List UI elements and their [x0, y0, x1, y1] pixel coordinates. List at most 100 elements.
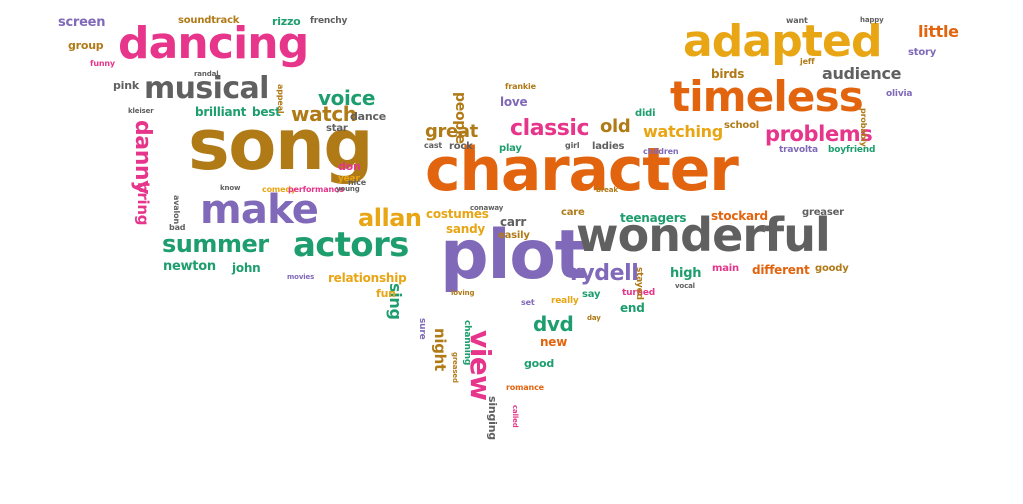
word: girl	[565, 141, 580, 150]
word: dance	[350, 110, 387, 123]
word: group	[68, 39, 104, 52]
word: avalon	[172, 195, 181, 224]
word: happy	[860, 16, 884, 24]
word: year	[338, 174, 360, 184]
word: adapted	[683, 16, 882, 67]
word: main	[712, 263, 739, 274]
word: allan	[358, 204, 422, 232]
word: new	[540, 335, 568, 349]
word: good	[524, 357, 554, 370]
word: loving	[451, 289, 475, 297]
word: carr	[500, 215, 527, 229]
word: teenagers	[620, 211, 687, 225]
word: voice	[318, 86, 376, 110]
word: turned	[622, 288, 656, 298]
word: travolta	[779, 145, 818, 155]
word: old	[600, 116, 631, 137]
word: make	[200, 187, 319, 233]
word: greased	[451, 352, 459, 383]
word: funny	[90, 59, 115, 68]
word: comedy	[262, 185, 296, 194]
word: nice	[348, 178, 366, 187]
word: romance	[506, 383, 544, 392]
word: day	[587, 314, 601, 322]
word: brilliant	[195, 105, 247, 119]
word: really	[551, 296, 579, 306]
word: actors	[293, 225, 409, 265]
word: rizzo	[272, 15, 301, 28]
word: cast	[424, 141, 443, 150]
word: best	[252, 105, 281, 119]
word: boyfriend	[828, 145, 876, 155]
word: pink	[113, 79, 139, 92]
word: greaser	[802, 207, 844, 218]
word: movies	[287, 273, 315, 281]
word: goody	[815, 263, 849, 274]
word: frenchy	[310, 16, 348, 26]
word: didi	[635, 108, 656, 119]
word: screen	[58, 15, 106, 30]
word: star	[326, 123, 348, 134]
word: high	[670, 266, 702, 281]
word: appeal	[276, 84, 285, 114]
word: say	[582, 289, 601, 300]
word: night	[431, 328, 449, 371]
word: end	[620, 301, 645, 315]
word: story	[908, 47, 937, 58]
word: newton	[163, 259, 216, 274]
word: rock	[449, 141, 473, 152]
word: people	[452, 92, 468, 144]
word: break	[596, 186, 618, 194]
word: costumes	[426, 207, 489, 221]
word: performance	[288, 185, 344, 194]
word: frankie	[505, 82, 536, 91]
word: watch	[291, 102, 357, 126]
word: olivia	[886, 89, 913, 99]
word: care	[561, 207, 585, 218]
word: probably	[859, 108, 868, 147]
word: problems	[765, 122, 873, 146]
word: song	[188, 104, 374, 186]
word: little	[918, 22, 959, 41]
word: sandy	[446, 222, 485, 236]
word: plot	[440, 216, 587, 295]
word: know	[220, 184, 241, 192]
word: sure	[417, 318, 427, 340]
word: dvd	[533, 312, 574, 336]
word: kleiser	[128, 107, 154, 115]
word: birds	[711, 67, 745, 81]
word: great	[425, 121, 478, 142]
word: easily	[498, 230, 530, 241]
word: fun	[376, 287, 396, 300]
word: set	[521, 298, 535, 307]
word: classic	[510, 116, 590, 141]
word: conaway	[470, 204, 504, 212]
word: bad	[169, 223, 186, 232]
word: want	[786, 16, 808, 25]
word: vocal	[675, 282, 695, 290]
word: musical	[144, 71, 269, 106]
word: wonderful	[576, 208, 831, 262]
word: called	[511, 405, 519, 428]
word: stockard	[711, 209, 768, 223]
word: ladies	[592, 141, 625, 152]
word: play	[499, 143, 522, 154]
word: summer	[162, 230, 269, 258]
word: young	[336, 185, 360, 193]
word: dancing	[118, 18, 309, 69]
word: watching	[643, 122, 723, 141]
word: singing	[486, 396, 499, 440]
word: soundtrack	[178, 15, 240, 26]
word: don	[338, 160, 361, 173]
word: timeless	[670, 72, 864, 121]
word: john	[232, 261, 261, 275]
word: school	[724, 120, 759, 131]
word: character	[425, 135, 739, 205]
word: jeff	[800, 57, 815, 66]
word: rydell	[570, 261, 639, 286]
word: channing	[462, 320, 472, 366]
word: stayed	[634, 267, 644, 300]
word: relationship	[328, 271, 407, 285]
word: children	[643, 147, 679, 156]
